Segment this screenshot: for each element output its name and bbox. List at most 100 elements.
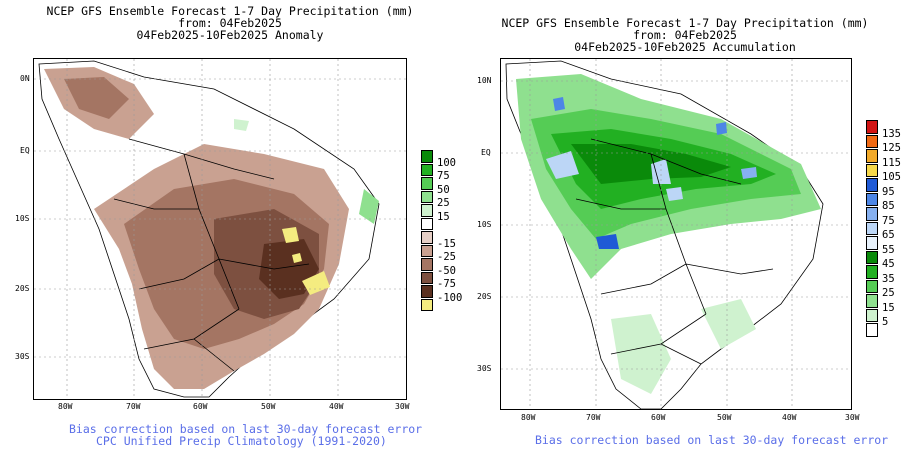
accumulation-lon-label: 60W bbox=[651, 413, 666, 422]
very-wet-spot-5 bbox=[666, 187, 683, 201]
legend-label: 45 bbox=[882, 258, 895, 270]
anomaly-lon-label: 70W bbox=[126, 402, 141, 411]
very-wet-spot-4 bbox=[651, 159, 671, 184]
accumulation-lon-label: 70W bbox=[586, 413, 601, 422]
legend-label: 25 bbox=[882, 287, 895, 299]
legend-label: -100 bbox=[437, 291, 463, 304]
anomaly-title-line2: from: 04Feb2025 bbox=[178, 16, 282, 30]
legend-swatch bbox=[421, 271, 433, 284]
legend-label: 15 bbox=[437, 210, 450, 223]
legend-label: 65 bbox=[882, 229, 895, 241]
legend-label: -15 bbox=[437, 237, 456, 250]
legend-label: 100 bbox=[437, 156, 456, 169]
legend-label: 95 bbox=[882, 185, 895, 198]
legend-swatch bbox=[421, 177, 433, 190]
legend-label: 25 bbox=[437, 197, 450, 209]
graticule bbox=[501, 59, 851, 409]
legend-swatch bbox=[421, 204, 433, 217]
accumulation-title-line3: 04Feb2025-10Feb2025 Accumulation bbox=[574, 40, 796, 54]
anomaly-panel: NCEP GFS Ensemble Forecast 1-7 Day Preci… bbox=[15, 4, 463, 448]
legend-label: -75 bbox=[437, 278, 456, 290]
wet-anomaly-north bbox=[234, 119, 249, 131]
legend-swatch bbox=[866, 149, 878, 163]
legend-label: 85 bbox=[882, 200, 895, 212]
north-dry-patch-dark bbox=[64, 77, 129, 119]
anomaly-lat-label: 20S bbox=[15, 284, 30, 293]
legend-swatch bbox=[421, 285, 433, 298]
legend-label: 15 bbox=[882, 301, 895, 314]
accumulation-footnote-bias: Bias correction based on last 30-day for… bbox=[535, 433, 889, 447]
legend-swatch bbox=[421, 150, 433, 163]
legend-label: -50 bbox=[437, 264, 456, 277]
accumulation-lat-label: EQ bbox=[481, 148, 491, 157]
legend-swatch bbox=[866, 236, 878, 250]
anomaly-footnote-bias: Bias correction based on last 30-day for… bbox=[69, 422, 423, 436]
accumulation-southeast bbox=[701, 299, 756, 349]
very-wet-spot-3 bbox=[546, 151, 579, 179]
anomaly-lon-label: 50W bbox=[261, 402, 276, 411]
extreme-dry-spot-1 bbox=[282, 227, 299, 243]
accumulation-lon-label: 30W bbox=[845, 413, 860, 422]
legend-swatch bbox=[866, 120, 878, 134]
legend-swatch bbox=[866, 207, 878, 221]
wet-anomaly-northeast bbox=[359, 189, 379, 224]
legend-swatch bbox=[421, 217, 433, 230]
accumulation-lat-label: 10N bbox=[477, 76, 492, 85]
accumulation-lat-label: 10S bbox=[477, 220, 492, 229]
anomaly-map bbox=[33, 58, 407, 400]
very-wet-spot-7 bbox=[741, 167, 757, 179]
accumulation-title-line2: from: 04Feb2025 bbox=[633, 28, 737, 42]
legend-swatch bbox=[866, 178, 878, 192]
very-wet-spot-2 bbox=[716, 122, 727, 135]
accumulation-lat-label: 20S bbox=[477, 292, 492, 301]
legend-swatch bbox=[866, 308, 878, 322]
legend-swatch bbox=[421, 244, 433, 257]
country-borders bbox=[575, 138, 774, 365]
legend-swatch bbox=[421, 231, 433, 244]
legend-swatch bbox=[866, 250, 878, 264]
accumulation-south bbox=[611, 314, 671, 394]
anomaly-lon-label: 40W bbox=[329, 402, 344, 411]
very-wet-spot-1 bbox=[553, 97, 565, 111]
accumulation-lat-label: 30S bbox=[477, 364, 492, 373]
legend-label: 50 bbox=[437, 183, 450, 196]
legend-label: 55 bbox=[882, 243, 895, 256]
anomaly-title-line1: NCEP GFS Ensemble Forecast 1-7 Day Preci… bbox=[46, 4, 414, 18]
anomaly-footnote-climatology: CPC Unified Precip Climatology (1991-202… bbox=[96, 434, 387, 448]
legend-label: 75 bbox=[882, 214, 895, 227]
legend-label: 105 bbox=[882, 171, 901, 183]
very-wet-spot-6 bbox=[596, 234, 619, 249]
accumulation-lon-label: 50W bbox=[717, 413, 732, 422]
anomaly-lat-label: 0N bbox=[20, 74, 30, 83]
legend-label: 35 bbox=[882, 272, 895, 285]
accumulation-lon-label: 80W bbox=[521, 413, 536, 422]
legend-swatch bbox=[421, 190, 433, 203]
anomaly-lat-label: 10S bbox=[15, 214, 30, 223]
accumulation-map bbox=[500, 58, 852, 410]
anomaly-lon-label: 30W bbox=[395, 402, 410, 411]
accumulation-map-svg bbox=[501, 59, 851, 409]
legend-swatch bbox=[866, 163, 878, 177]
legend-swatch bbox=[866, 279, 878, 293]
legend-swatch bbox=[421, 163, 433, 176]
legend-label: 115 bbox=[882, 156, 901, 169]
legend-swatch bbox=[866, 221, 878, 235]
country-borders bbox=[113, 138, 310, 372]
graticule bbox=[34, 59, 406, 399]
legend-label: 5 bbox=[882, 316, 889, 328]
anomaly-lat-label: 30S bbox=[15, 352, 30, 361]
legend-swatch bbox=[421, 298, 433, 311]
anomaly-lat-label: EQ bbox=[20, 146, 30, 155]
accumulation-panel: NCEP GFS Ensemble Forecast 1-7 Day Preci… bbox=[465, 0, 905, 461]
anomaly-title-line3: 04Feb2025-10Feb2025 Anomaly bbox=[136, 28, 324, 42]
legend-label: 75 bbox=[437, 170, 450, 182]
legend-swatch bbox=[866, 323, 878, 337]
legend-swatch bbox=[866, 294, 878, 308]
accumulation-title-line1: NCEP GFS Ensemble Forecast 1-7 Day Preci… bbox=[501, 16, 869, 30]
legend-swatch bbox=[421, 258, 433, 271]
extreme-dry-spot-3 bbox=[292, 253, 302, 263]
legend-swatch bbox=[866, 134, 878, 148]
legend-swatch bbox=[866, 192, 878, 206]
legend-label: 125 bbox=[882, 142, 901, 154]
anomaly-lon-label: 60W bbox=[193, 402, 208, 411]
